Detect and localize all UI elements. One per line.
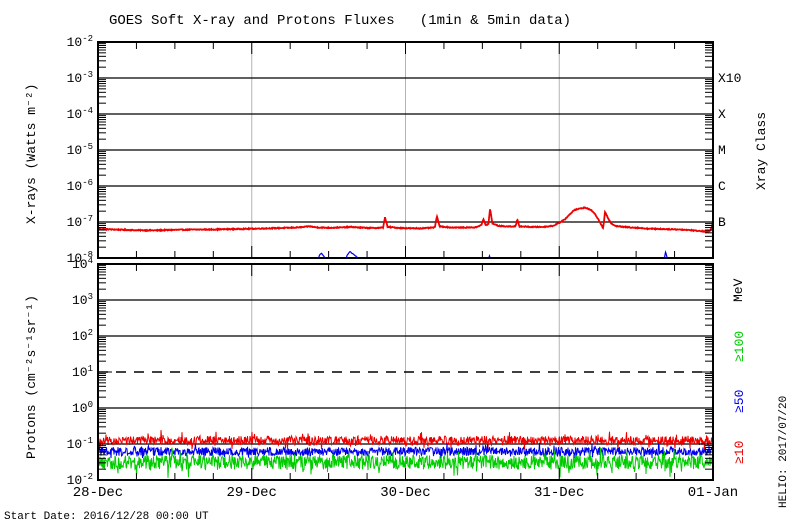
y-tick-label: 10-6 [67, 178, 93, 194]
y-tick-label: 10-4 [67, 106, 93, 122]
protons-ge50-series [99, 442, 712, 461]
legend-ge100: ≥100 [732, 330, 747, 362]
proton-y-axis-label: Protons (cm⁻²s⁻¹sr⁻¹) [24, 295, 39, 459]
y-tick-label: 100 [72, 400, 93, 416]
y-tick-label: 10-1 [67, 436, 93, 452]
y-tick-label: 10-3 [67, 70, 93, 86]
page-title: GOES Soft X-ray and Protons Fluxes (1min… [108, 13, 572, 29]
y-tick-label: 10-2 [67, 34, 93, 50]
class-label-X: X [718, 107, 726, 122]
x-date-label: 31-Dec [534, 485, 584, 501]
class-label-X10: X10 [718, 71, 741, 86]
x-date-label: 30-Dec [380, 485, 430, 501]
x-date-label: 29-Dec [227, 485, 277, 501]
legend-ge50: ≥50 [732, 389, 747, 413]
class-label-M: M [718, 143, 726, 158]
class-label-C: C [718, 179, 726, 194]
y-tick-label: 103 [72, 292, 93, 308]
helio-credit: HELIO: 2017/07/20 [778, 395, 790, 508]
legend-ge10: ≥10 [732, 440, 747, 464]
start-date-label: Start Date: 2016/12/28 00:00 UT [4, 511, 209, 523]
protons-ge10-series [99, 430, 712, 451]
x-date-label: 28-Dec [73, 485, 123, 501]
y-tick-label: 104 [72, 256, 93, 272]
class-label-B: B [718, 215, 726, 230]
xray-y-axis-label: X-rays (Watts m⁻²) [24, 83, 39, 224]
mev-axis-label: MeV [731, 278, 746, 302]
y-tick-label: 10-7 [67, 214, 93, 230]
xray-long-1-8A-series [99, 206, 712, 233]
xray-class-axis-label: Xray Class [754, 111, 769, 190]
y-tick-label: 10-5 [67, 142, 93, 158]
y-tick-label: 101 [72, 364, 93, 380]
y-tick-label: 102 [72, 328, 93, 344]
x-date-label: 01-Jan [688, 485, 738, 501]
